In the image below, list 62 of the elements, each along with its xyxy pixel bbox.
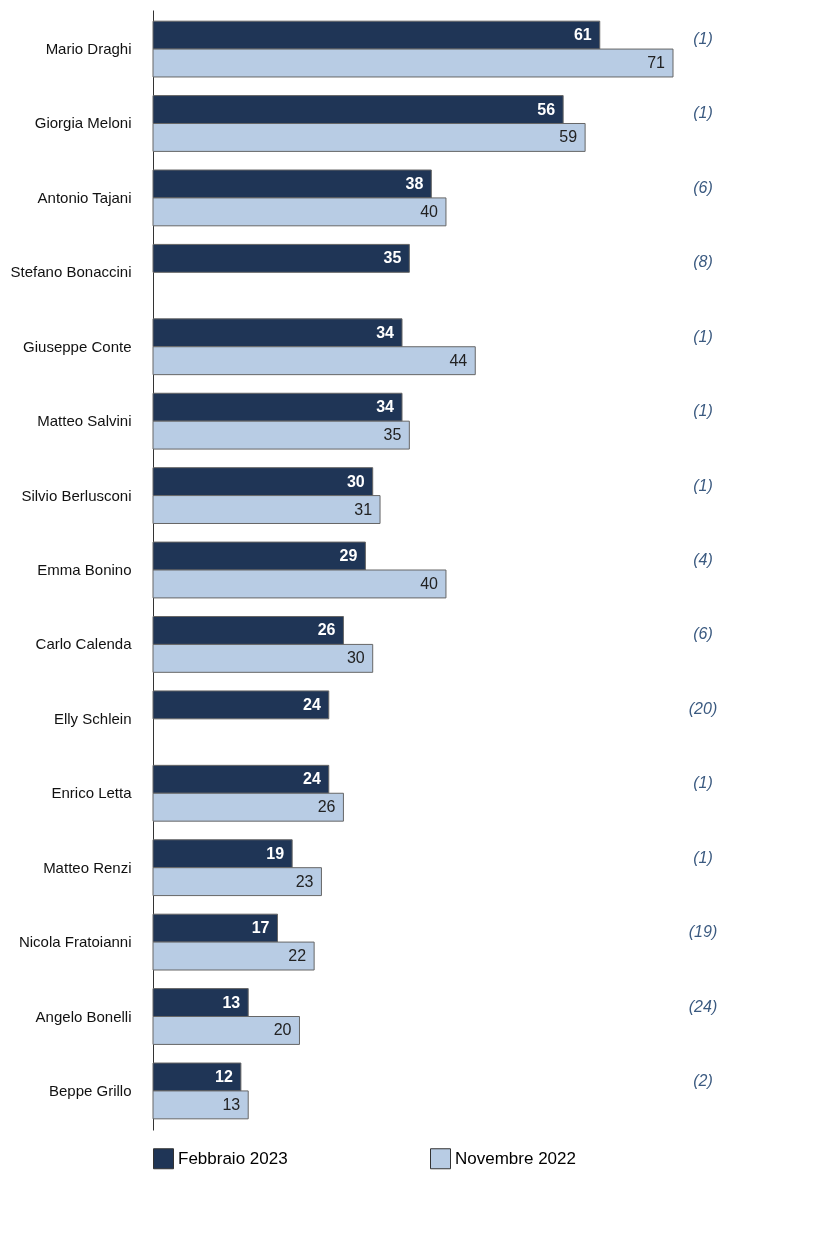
data-label: 30 xyxy=(346,472,365,490)
data-label: 26 xyxy=(317,621,336,639)
data-label: 13 xyxy=(222,1095,241,1113)
y-tick-label: Enrico Letta xyxy=(51,784,133,802)
data-label: 30 xyxy=(346,649,365,667)
data-label: 20 xyxy=(273,1021,292,1039)
data-label: 59 xyxy=(559,128,578,146)
text: (6) xyxy=(693,625,713,643)
y-tick-label: Angelo Bonelli xyxy=(35,1007,132,1025)
legend-label: Novembre 2022 xyxy=(455,1148,576,1168)
data-label: 24 xyxy=(302,770,321,788)
data-label: 22 xyxy=(288,947,307,965)
y-tick-label: Carlo Calenda xyxy=(35,635,133,653)
text: (4) xyxy=(693,551,713,568)
data-label: 23 xyxy=(295,872,314,890)
y-tick-label: Stefano Bonaccini xyxy=(10,263,132,281)
data-label: 24 xyxy=(302,695,321,713)
data-label: 71 xyxy=(647,54,666,72)
y-tick-label: Nicola Fratoianni xyxy=(18,933,132,951)
legend-label: Febbraio 2023 xyxy=(178,1148,288,1168)
text: (1) xyxy=(693,30,713,48)
bar xyxy=(152,243,410,273)
data-label: 35 xyxy=(383,426,402,444)
text: (2) xyxy=(693,1071,713,1089)
text: (1) xyxy=(693,402,713,420)
text: (24) xyxy=(688,997,718,1015)
text: (1) xyxy=(693,774,713,792)
text: (19) xyxy=(688,923,718,941)
text: (1) xyxy=(693,476,713,494)
data-label: 38 xyxy=(405,174,424,192)
y-tick-label: Silvio Berlusconi xyxy=(21,486,132,504)
data-label: 44 xyxy=(449,351,468,369)
data-label: 40 xyxy=(420,202,439,220)
text: (1) xyxy=(693,327,713,345)
y-tick-label: Emma Bonino xyxy=(37,561,132,578)
y-tick-label: Antonio Tajani xyxy=(37,188,132,206)
text: (20) xyxy=(688,699,718,717)
data-label: 29 xyxy=(339,547,358,565)
data-label: 13 xyxy=(222,993,241,1011)
data-label: 35 xyxy=(383,249,402,267)
y-tick-label: Matteo Renzi xyxy=(43,858,132,876)
data-label: 19 xyxy=(266,844,285,862)
text: (1) xyxy=(693,104,713,122)
data-label: 40 xyxy=(420,574,439,592)
data-label: 34 xyxy=(376,398,395,416)
data-label: 34 xyxy=(376,323,395,341)
y-tick-label: Mario Draghi xyxy=(45,40,132,58)
data-label: 17 xyxy=(251,919,270,937)
data-label: 26 xyxy=(317,798,336,816)
data-label: 56 xyxy=(537,100,556,118)
y-tick-label: Giorgia Meloni xyxy=(34,114,132,132)
y-tick-label: Beppe Grillo xyxy=(48,1081,132,1099)
bar xyxy=(152,690,330,720)
y-tick-label: Elly Schlein xyxy=(53,709,132,727)
data-label: 61 xyxy=(573,26,592,44)
data-label: 12 xyxy=(215,1067,233,1085)
text: (6) xyxy=(693,178,713,196)
text: (8) xyxy=(693,253,713,271)
y-tick-label: Giuseppe Conte xyxy=(23,337,132,355)
data-label: 31 xyxy=(354,500,373,518)
y-tick-label: Matteo Salvini xyxy=(37,412,132,430)
text: (1) xyxy=(693,848,713,866)
